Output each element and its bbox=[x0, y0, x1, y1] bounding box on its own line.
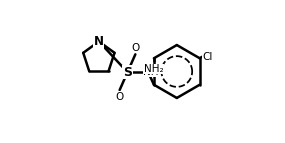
Text: S: S bbox=[123, 66, 132, 79]
Text: O: O bbox=[131, 43, 139, 53]
Text: NH: NH bbox=[143, 67, 159, 77]
Text: Cl: Cl bbox=[202, 52, 212, 62]
Text: NH₂: NH₂ bbox=[144, 64, 164, 74]
Text: O: O bbox=[115, 92, 124, 102]
Text: N: N bbox=[94, 35, 104, 48]
